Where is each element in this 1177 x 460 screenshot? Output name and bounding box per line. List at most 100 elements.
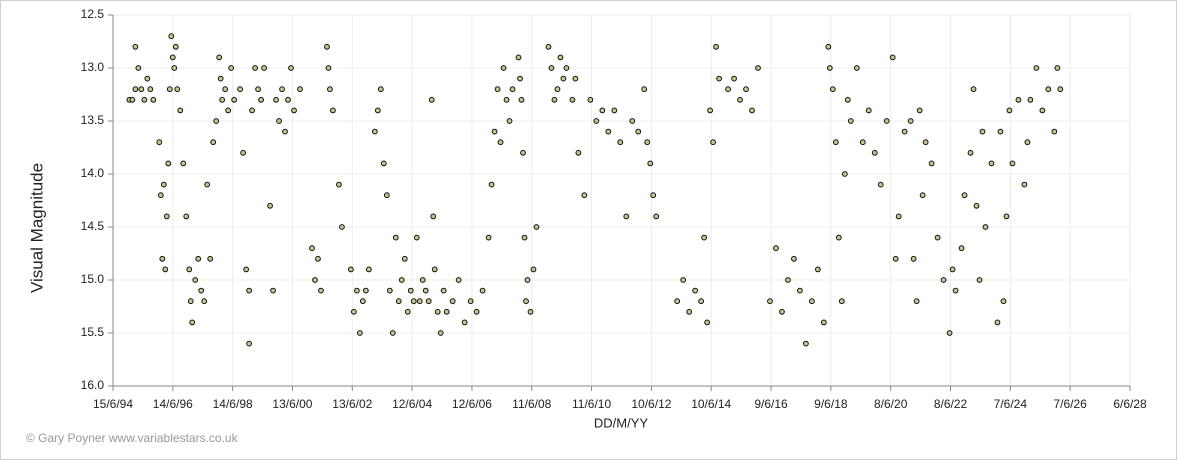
data-point xyxy=(312,277,318,283)
data-point xyxy=(273,96,279,103)
data-point xyxy=(560,75,567,82)
data-point xyxy=(163,213,170,220)
data-point xyxy=(913,298,920,305)
data-point xyxy=(497,139,504,146)
data-point xyxy=(377,86,384,93)
data-point xyxy=(785,277,791,283)
data-point xyxy=(527,308,534,315)
data-point xyxy=(901,128,908,135)
data-point xyxy=(162,266,169,273)
data-point xyxy=(530,266,537,273)
data-point xyxy=(515,54,522,61)
x-tick-label: 14/6/98 xyxy=(213,397,253,411)
data-point xyxy=(419,277,426,283)
data-point xyxy=(228,65,235,71)
data-point xyxy=(347,266,354,273)
data-point xyxy=(169,54,176,61)
x-tick-label: 13/6/00 xyxy=(272,397,312,411)
data-point xyxy=(629,118,636,124)
data-point xyxy=(192,277,199,283)
data-point xyxy=(587,96,594,103)
data-point xyxy=(910,255,917,262)
data-point xyxy=(386,287,393,294)
data-point xyxy=(243,266,250,273)
data-point xyxy=(701,234,708,241)
data-point xyxy=(1057,86,1064,93)
data-point xyxy=(877,181,884,188)
data-point xyxy=(835,234,842,241)
data-point xyxy=(686,308,693,315)
data-point xyxy=(437,330,444,336)
data-point xyxy=(635,128,642,135)
data-point xyxy=(814,266,821,273)
data-point xyxy=(1000,298,1007,305)
data-point xyxy=(186,266,193,273)
y-tick-label: 14.5 xyxy=(81,219,105,233)
data-point xyxy=(207,255,214,262)
data-point xyxy=(168,33,175,40)
data-point xyxy=(210,139,217,146)
data-point xyxy=(413,234,420,241)
data-point xyxy=(518,96,525,103)
data-point xyxy=(365,266,372,273)
data-point xyxy=(138,86,145,93)
data-point xyxy=(599,107,606,114)
data-point xyxy=(844,96,851,103)
data-point xyxy=(641,86,648,93)
x-axis-label: DD/M/YY xyxy=(594,415,649,430)
data-point xyxy=(994,319,1001,326)
data-point xyxy=(467,298,474,305)
data-point xyxy=(773,245,779,252)
data-point xyxy=(222,86,229,93)
x-tick-label: 8/6/22 xyxy=(934,397,968,411)
x-tick-label: 12/6/04 xyxy=(392,397,432,411)
data-point xyxy=(135,65,142,71)
x-tick-label: 10/6/12 xyxy=(631,397,671,411)
data-point xyxy=(455,277,462,283)
data-point xyxy=(503,96,510,103)
data-point xyxy=(551,96,558,103)
data-point xyxy=(838,298,845,305)
data-point xyxy=(791,255,797,262)
data-point xyxy=(841,171,848,177)
data-point xyxy=(949,266,956,273)
data-point xyxy=(958,245,965,252)
data-point xyxy=(922,139,929,146)
data-point xyxy=(575,149,582,156)
data-point xyxy=(276,118,282,124)
data-point xyxy=(1045,86,1052,93)
data-point xyxy=(172,43,179,50)
data-point xyxy=(1024,139,1031,146)
data-point xyxy=(395,298,402,305)
x-tick-label: 7/6/26 xyxy=(1053,397,1087,411)
y-tick-label: 13.0 xyxy=(81,60,105,74)
data-point xyxy=(282,128,288,135)
data-point xyxy=(201,298,208,305)
data-point xyxy=(195,255,202,262)
data-point xyxy=(825,43,832,50)
data-point xyxy=(216,54,223,61)
y-tick-label: 15.0 xyxy=(81,272,105,286)
data-point xyxy=(231,96,238,103)
data-point xyxy=(428,96,435,103)
data-point xyxy=(422,287,429,294)
data-point xyxy=(832,139,839,146)
data-point xyxy=(479,287,486,294)
data-point xyxy=(611,107,618,114)
data-point xyxy=(434,308,441,315)
x-tick-label: 10/6/14 xyxy=(691,397,731,411)
data-point xyxy=(847,118,854,124)
data-point xyxy=(961,192,968,199)
data-point xyxy=(392,234,399,241)
data-point xyxy=(533,224,540,230)
data-point xyxy=(916,107,923,114)
data-point xyxy=(147,86,154,93)
data-point xyxy=(1003,213,1010,220)
data-point xyxy=(240,149,247,156)
data-point xyxy=(327,86,333,93)
data-point xyxy=(255,86,261,93)
data-point xyxy=(704,319,711,326)
data-point xyxy=(416,298,423,305)
data-point xyxy=(524,277,531,283)
